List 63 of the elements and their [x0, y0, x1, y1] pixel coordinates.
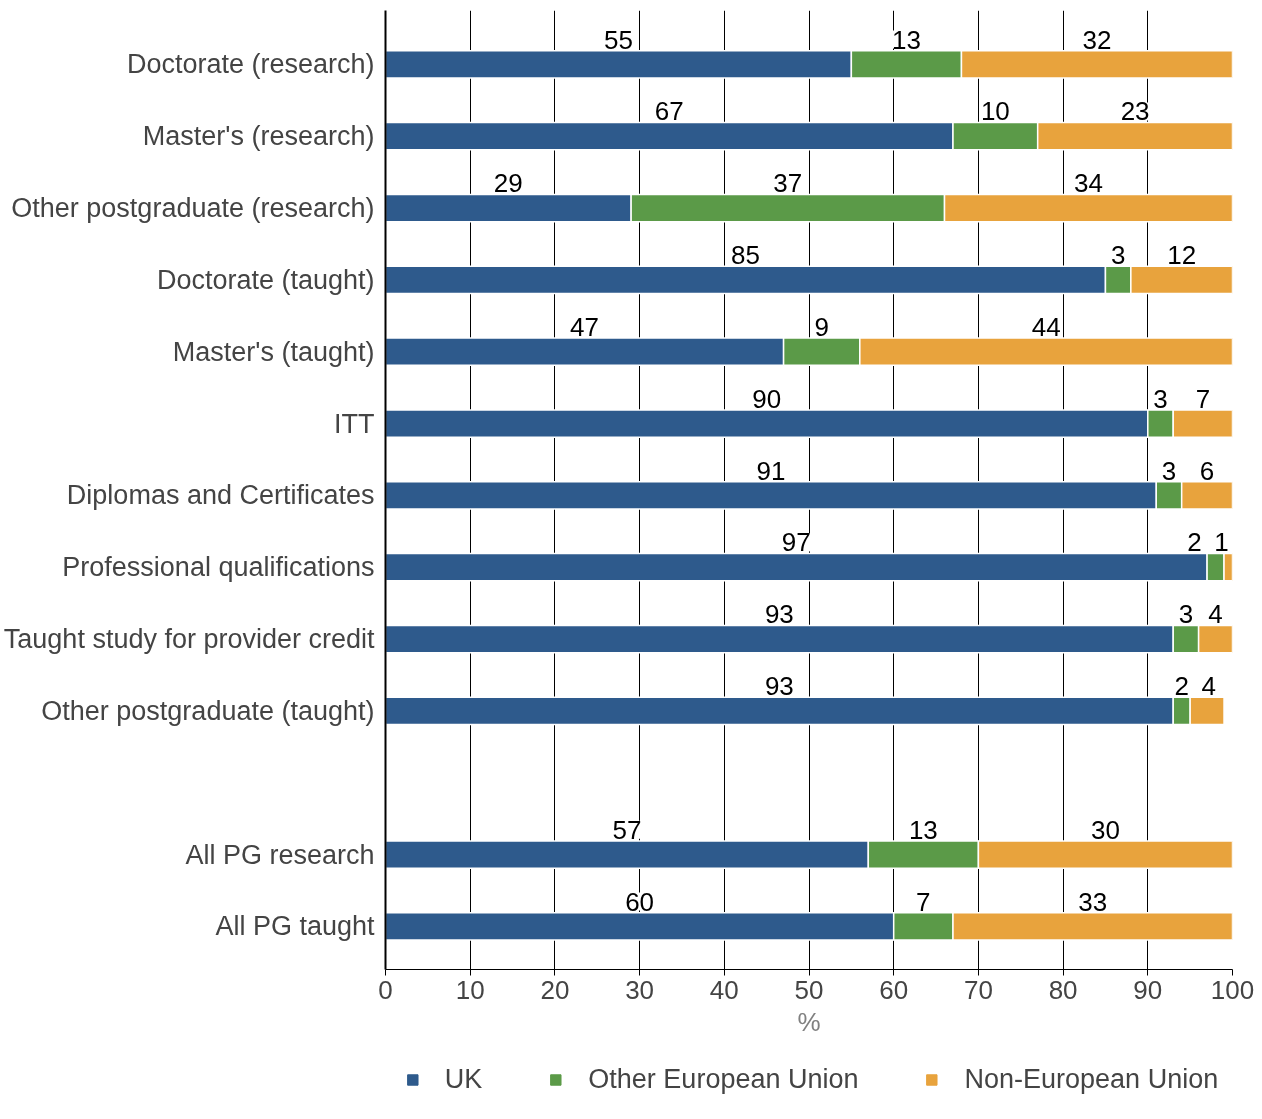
data-label: 3 — [1161, 455, 1177, 486]
data-label: 60 — [625, 886, 655, 917]
data-label: 13 — [891, 24, 921, 55]
data-label: 2 — [1174, 671, 1189, 702]
data-label: 4 — [1208, 599, 1223, 630]
y-tick-label: Master's (taught) — [172, 336, 375, 367]
data-label: 33 — [1078, 886, 1108, 917]
x-tick-label: 90 — [1133, 974, 1163, 1005]
data-label: 23 — [1120, 96, 1150, 127]
data-label: 30 — [1090, 814, 1120, 845]
x-tick-label: 0 — [378, 974, 393, 1005]
data-label: 97 — [781, 527, 811, 558]
data-label: 32 — [1082, 24, 1112, 55]
data-label: 93 — [764, 599, 794, 630]
data-label: 1 — [1214, 527, 1229, 558]
data-label: 29 — [493, 168, 523, 199]
data-label: 2 — [1187, 527, 1202, 558]
data-label: 4 — [1201, 671, 1217, 702]
x-tick-label: 30 — [625, 974, 655, 1005]
data-label: 93 — [764, 671, 794, 702]
y-tick-label: Doctorate (taught) — [156, 264, 375, 295]
data-label: 7 — [916, 886, 931, 917]
x-tick-label: 20 — [540, 974, 570, 1005]
x-tick-label: 100 — [1210, 974, 1255, 1005]
x-tick-label: 50 — [794, 974, 824, 1005]
y-tick-label: All PG taught — [215, 911, 375, 942]
data-label: 12 — [1167, 240, 1197, 271]
legend-label: Other European Union — [588, 1063, 859, 1095]
x-tick-label: 40 — [709, 974, 739, 1005]
y-tick-label: Master's (research) — [142, 121, 375, 152]
data-label: 3 — [1178, 599, 1194, 630]
x-tick-label: 80 — [1048, 974, 1078, 1005]
data-label: 85 — [731, 240, 760, 271]
x-tick-label: 60 — [879, 974, 909, 1005]
data-label: 3 — [1153, 383, 1168, 414]
data-label: 67 — [654, 96, 684, 127]
data-label: 37 — [773, 168, 803, 199]
y-tick-label: Diplomas and Certificates — [66, 480, 375, 511]
data-label: 3 — [1110, 240, 1126, 271]
data-label: 47 — [570, 311, 600, 342]
x-axis-title: % — [797, 1006, 821, 1037]
data-label: 44 — [1031, 311, 1061, 342]
legend-label: UK — [444, 1063, 483, 1095]
y-tick-label: Doctorate (research) — [126, 49, 375, 80]
y-tick-label: Professional qualifications — [62, 552, 375, 583]
y-tick-label: All PG research — [185, 839, 375, 870]
data-label: 91 — [756, 455, 786, 486]
data-label: 9 — [814, 311, 829, 342]
y-tick-label: Taught study for provider credit — [3, 624, 375, 655]
data-label: 10 — [980, 96, 1010, 127]
data-label: 57 — [612, 814, 642, 845]
y-tick-label: ITT — [334, 408, 375, 439]
data-label: 90 — [752, 383, 782, 414]
data-label: 34 — [1074, 168, 1103, 199]
y-tick-label: Other postgraduate (taught) — [41, 695, 375, 726]
x-tick-label: 10 — [455, 974, 485, 1005]
data-label: 6 — [1199, 455, 1215, 486]
data-label: 7 — [1195, 383, 1211, 414]
data-label: 55 — [603, 24, 633, 55]
y-tick-label: Other postgraduate (research) — [11, 193, 375, 224]
legend-label: Non-European Union — [964, 1063, 1219, 1095]
data-label: 13 — [908, 814, 938, 845]
x-tick-label: 70 — [963, 974, 993, 1005]
